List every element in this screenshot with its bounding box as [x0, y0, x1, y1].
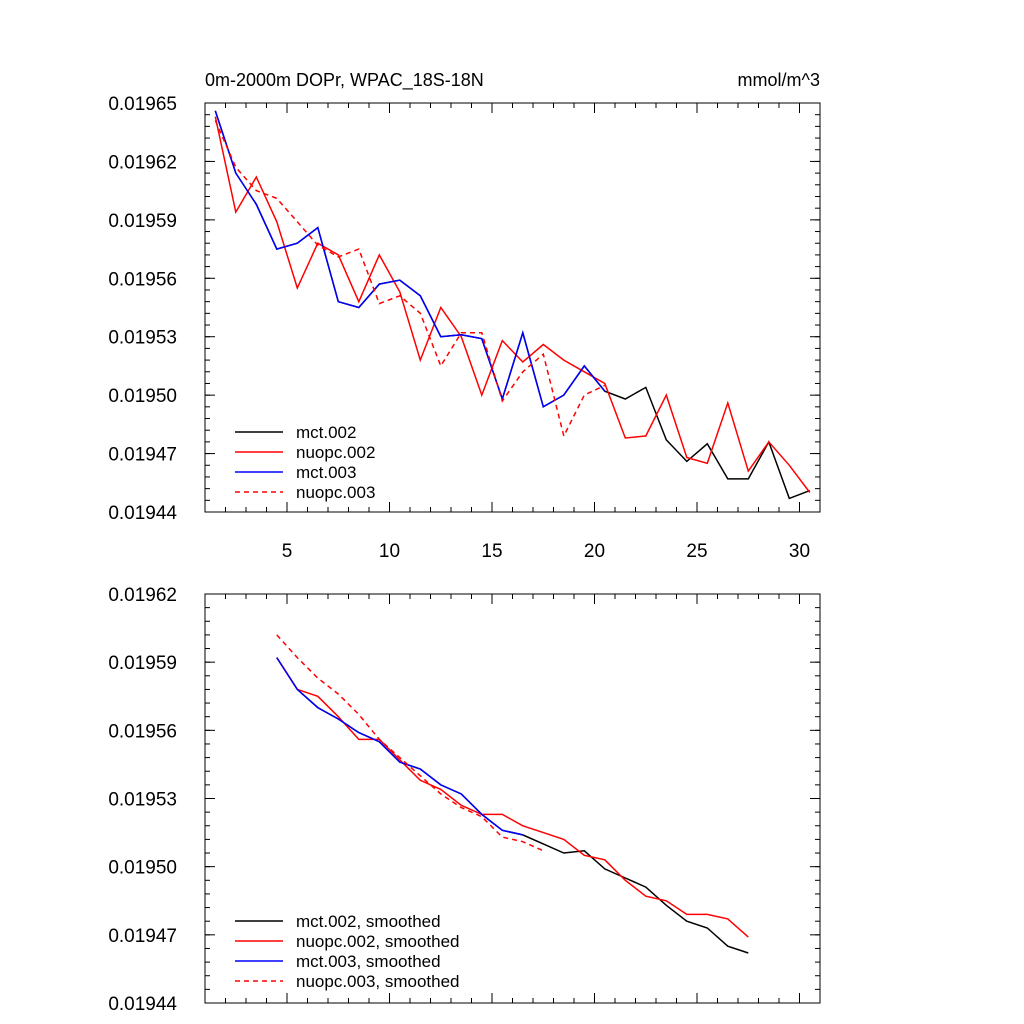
- top-plot-frame: [204, 102, 821, 513]
- units-label: mmol/m^3: [738, 70, 820, 90]
- top-ytick-label: 0.01944: [108, 503, 177, 524]
- top-ytick-label: 0.01965: [108, 94, 177, 115]
- bottom-series-line-3: [276, 657, 523, 836]
- bottom-ytick-label: 0.01947: [108, 926, 177, 947]
- bottom-series-lines: [276, 634, 749, 954]
- chart-title: 0m-2000m DOPr, WPAC_18S-18N: [205, 70, 484, 91]
- top-xtick-label: 10: [379, 541, 400, 562]
- top-series-line-4: [214, 120, 606, 439]
- top-xtick-label: 15: [481, 541, 502, 562]
- bottom-ytick-label: 0.01956: [108, 721, 177, 742]
- bottom-ytick-label: 0.01962: [108, 585, 177, 606]
- top-legend-label-4: nuopc.003: [296, 483, 375, 502]
- bottom-ytick-label: 0.01944: [108, 994, 177, 1015]
- top-legend-label-2: nuopc.002: [296, 443, 375, 462]
- bottom-ytick-label: 0.01959: [108, 653, 177, 674]
- top-ytick-label: 0.01962: [108, 152, 177, 173]
- bottom-plot-frame: [204, 593, 821, 1004]
- bottom-series-line-2: [276, 657, 749, 938]
- top-ytick-label: 0.01953: [108, 328, 177, 349]
- top-ytick-label: 0.01950: [108, 386, 177, 407]
- top-ytick-label: 0.01959: [108, 211, 177, 232]
- bottom-axes: 0.01962 0.01959 0.01956 0.01953 0.01950 0.019…: [108, 585, 820, 1015]
- top-ytick-label: 0.01947: [108, 445, 177, 466]
- top-series-line-2: [214, 116, 811, 493]
- bottom-legend-label-3: mct.003, smoothed: [296, 952, 441, 971]
- top-xtick-label: 30: [789, 541, 810, 562]
- top-legend-label-3: mct.003: [296, 463, 356, 482]
- bottom-series-line-4: [276, 634, 544, 852]
- top-ytick-label: 0.01956: [108, 269, 177, 290]
- bottom-legend-label-4: nuopc.003, smoothed: [296, 972, 460, 991]
- top-xtick-label: 25: [686, 541, 707, 562]
- top-series-line-3: [214, 110, 606, 408]
- top-axes: 0.01965 0.01962 0.01959 0.01956 0.01953 0.019…: [108, 94, 820, 562]
- bottom-plot-panel: 0.01962 0.01959 0.01956 0.01953 0.01950 0.019…: [108, 585, 821, 1015]
- bottom-ytick-label: 0.01953: [108, 790, 177, 811]
- bottom-ytick-label: 0.01950: [108, 858, 177, 879]
- top-plot-panel: 0m-2000m DOPr, WPAC_18S-18N mmol/m^3 0.0…: [108, 70, 821, 562]
- bottom-legend-label-1: mct.002, smoothed: [296, 912, 441, 931]
- top-series-lines: [214, 110, 811, 500]
- bottom-legend-label-2: nuopc.002, smoothed: [296, 932, 460, 951]
- top-xtick-label: 20: [584, 541, 605, 562]
- top-legend-label-1: mct.002: [296, 423, 356, 442]
- top-xtick-label: 5: [282, 541, 293, 562]
